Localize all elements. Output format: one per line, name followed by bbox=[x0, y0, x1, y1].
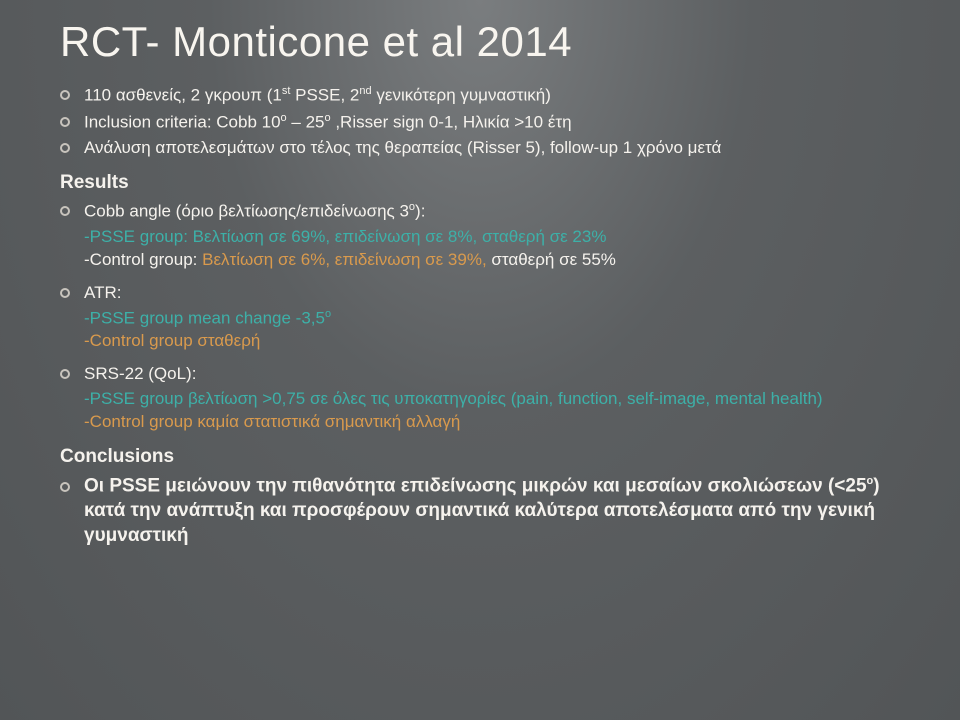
bullet-text: 110 ασθενείς, 2 γκρουπ (1st PSSE, 2nd γε… bbox=[84, 84, 551, 108]
cobb-control-highlight: Βελτίωση σε 6%, επιδείνωση σε 39%, bbox=[202, 250, 487, 269]
atr-psse-line: -PSSE group mean change -3,5ο bbox=[84, 307, 900, 331]
srs-results-block: -PSSE group βελτίωση >0,75 σε όλες τις υ… bbox=[84, 388, 900, 434]
bullet-item: ATR: bbox=[60, 282, 900, 305]
bullet-marker-icon bbox=[60, 482, 70, 492]
srs-label: SRS-22 (QoL): bbox=[84, 363, 196, 386]
atr-results-block: -PSSE group mean change -3,5ο -Control g… bbox=[84, 307, 900, 354]
cobb-results-block: -PSSE group: Βελτίωση σε 69%, επιδείνωση… bbox=[84, 226, 900, 272]
bullet-marker-icon bbox=[60, 369, 70, 379]
bullet-marker-icon bbox=[60, 206, 70, 216]
bullet-item: Ανάλυση αποτελεσμάτων στο τέλος της θερα… bbox=[60, 137, 900, 160]
cobb-control-prefix: -Control group: bbox=[84, 250, 202, 269]
results-heading: Results bbox=[60, 172, 900, 194]
conclusion-text: Οι PSSE μειώνουν την πιθανότητα επιδείνω… bbox=[84, 474, 900, 548]
srs-control-line: -Control group καμία στατιστικά σημαντικ… bbox=[84, 411, 900, 434]
atr-label: ATR: bbox=[84, 282, 121, 305]
bullet-item: SRS-22 (QoL): bbox=[60, 363, 900, 386]
bullet-marker-icon bbox=[60, 117, 70, 127]
bullet-text: Ανάλυση αποτελεσμάτων στο τέλος της θερα… bbox=[84, 137, 721, 160]
cobb-angle-label: Cobb angle (όριο βελτίωσης/επιδείνωσης 3… bbox=[84, 200, 425, 224]
conclusions-heading: Conclusions bbox=[60, 446, 900, 468]
bullet-marker-icon bbox=[60, 288, 70, 298]
bullet-marker-icon bbox=[60, 90, 70, 100]
bullet-item: 110 ασθενείς, 2 γκρουπ (1st PSSE, 2nd γε… bbox=[60, 84, 900, 108]
cobb-control-suffix: σταθερή σε 55% bbox=[487, 250, 616, 269]
atr-control-line: -Control group σταθερή bbox=[84, 330, 900, 353]
bullet-marker-icon bbox=[60, 143, 70, 153]
cobb-psse-line: -PSSE group: Βελτίωση σε 69%, επιδείνωση… bbox=[84, 226, 900, 249]
srs-psse-line: -PSSE group βελτίωση >0,75 σε όλες τις υ… bbox=[84, 388, 900, 411]
cobb-control-line: -Control group: Βελτίωση σε 6%, επιδείνω… bbox=[84, 249, 900, 272]
slide-title: RCT- Monticone et al 2014 bbox=[60, 18, 900, 66]
bullet-item: Inclusion criteria: Cobb 10ο – 25ο ,Riss… bbox=[60, 111, 900, 135]
bullet-item: Cobb angle (όριο βελτίωσης/επιδείνωσης 3… bbox=[60, 200, 900, 224]
conclusion-item: Οι PSSE μειώνουν την πιθανότητα επιδείνω… bbox=[60, 474, 900, 548]
bullet-text: Inclusion criteria: Cobb 10ο – 25ο ,Riss… bbox=[84, 111, 572, 135]
